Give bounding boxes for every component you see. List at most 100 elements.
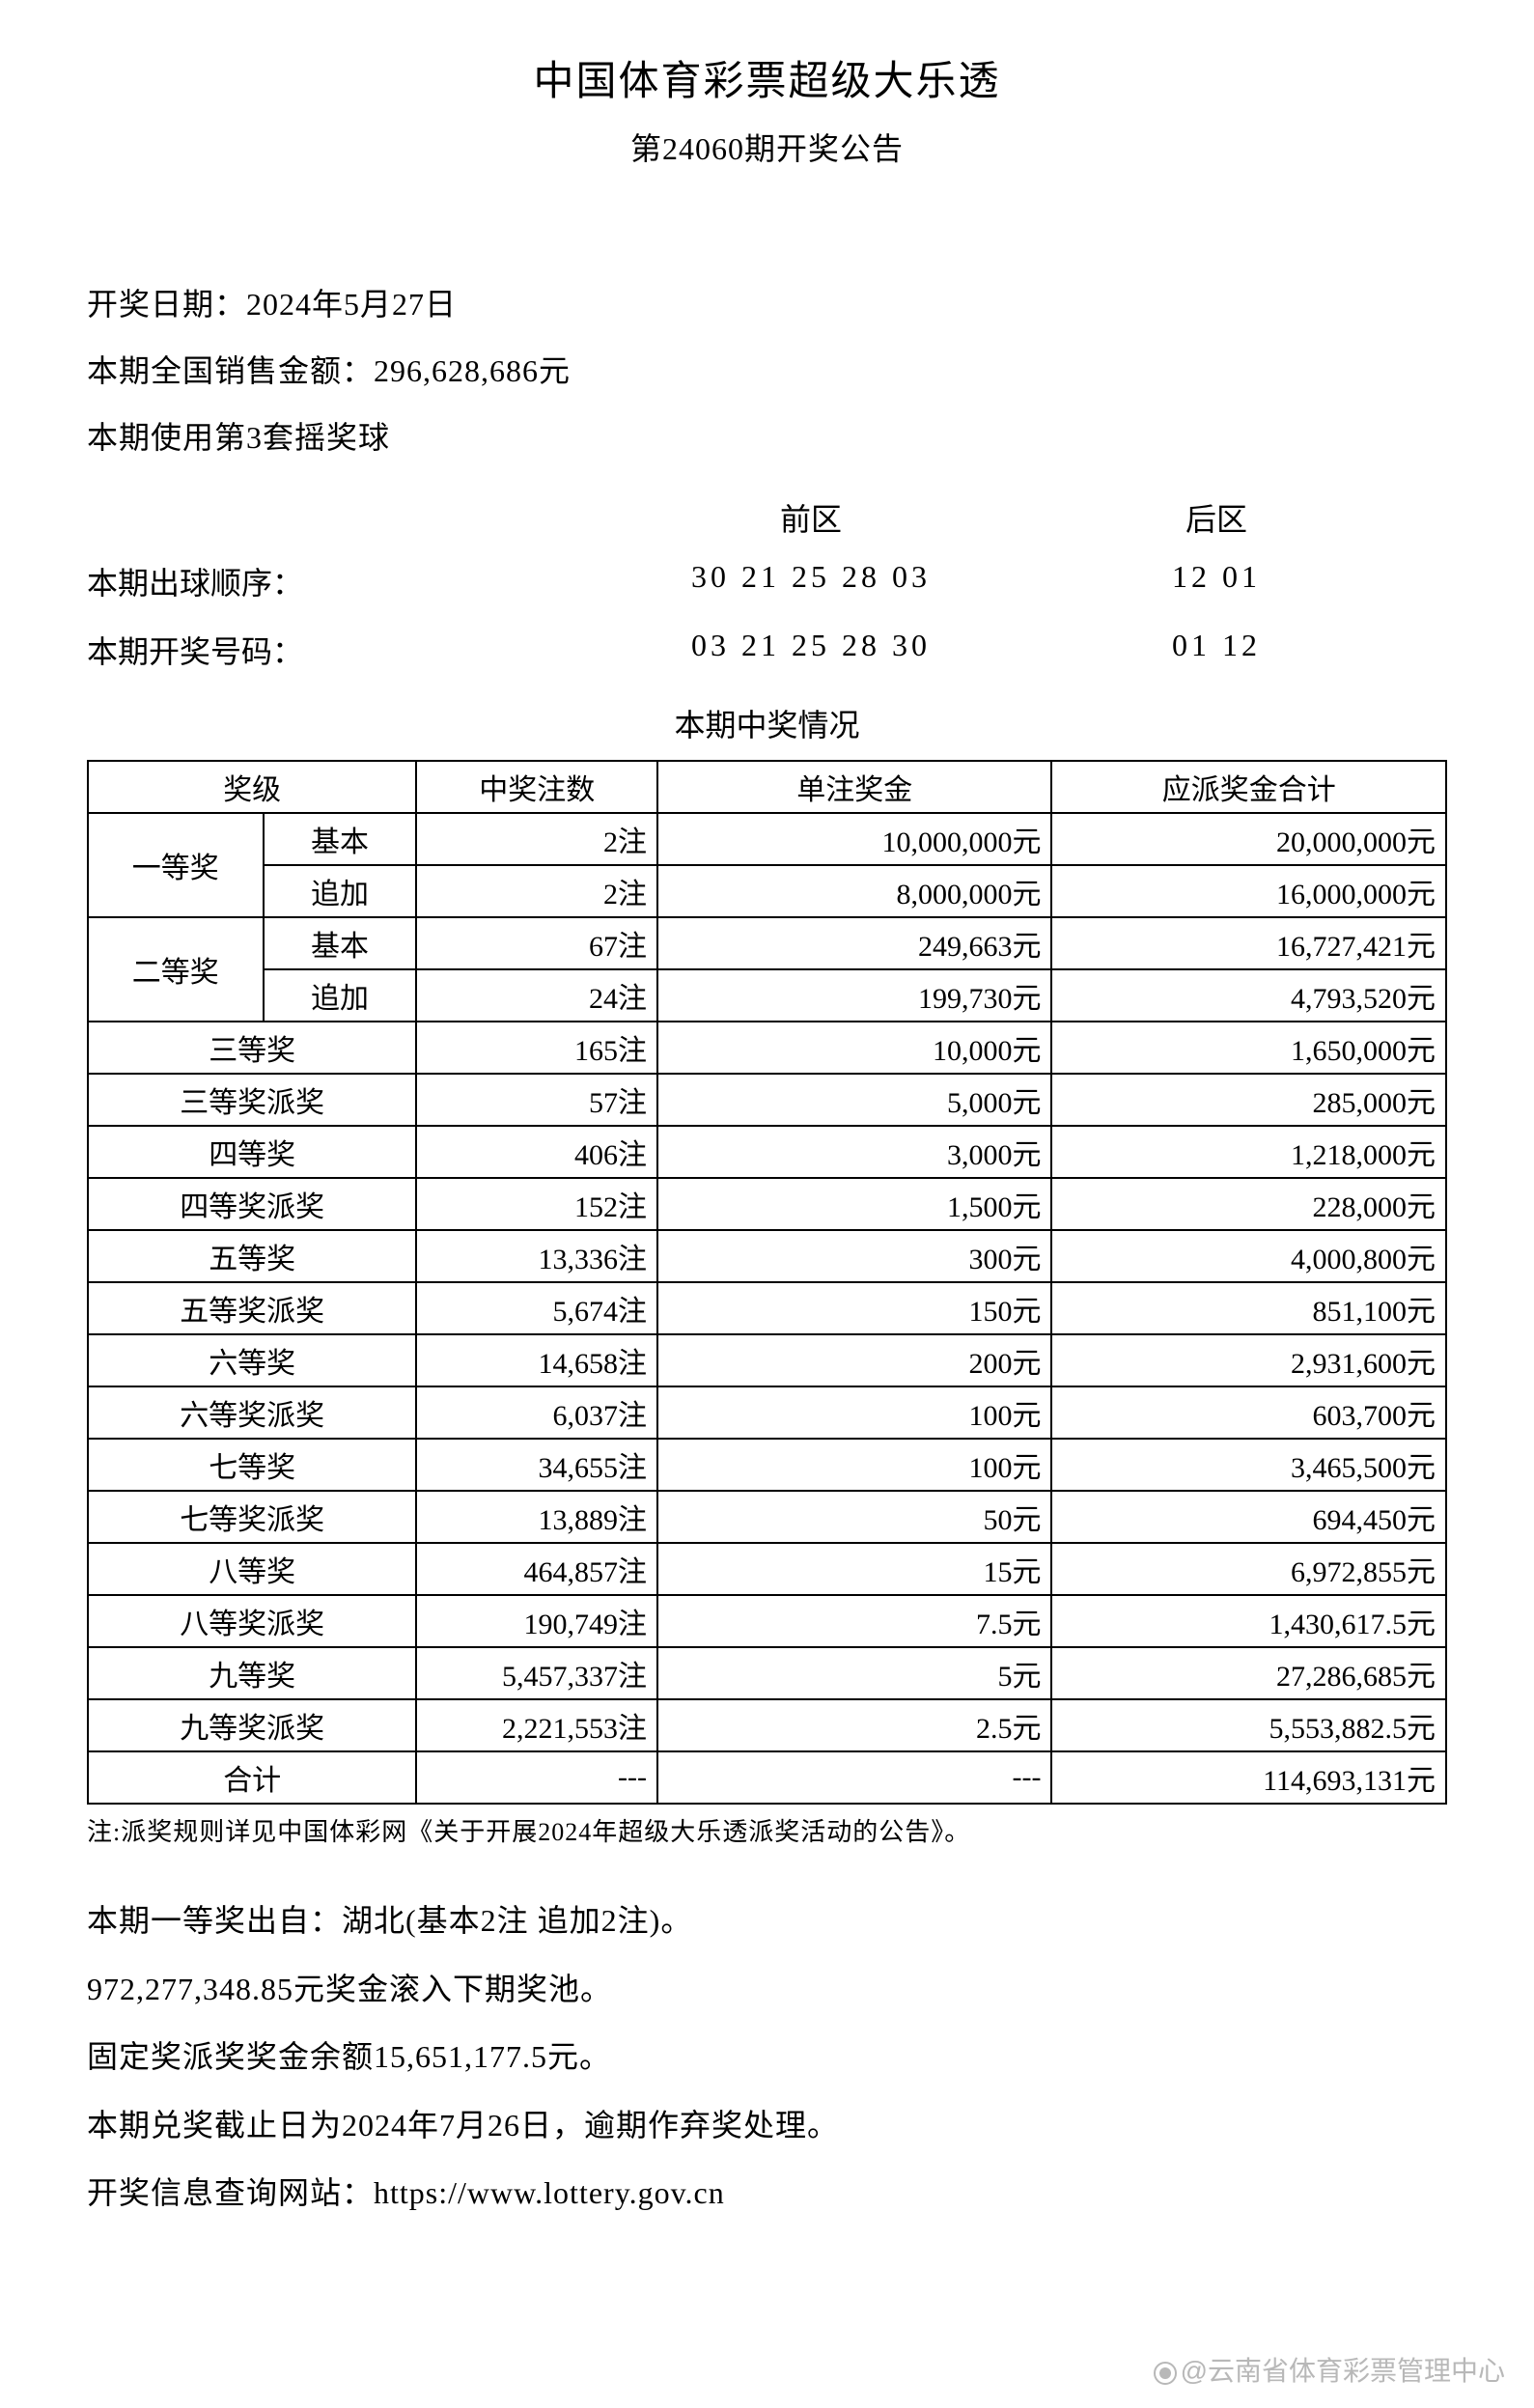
table-row: 五等奖13,336注300元4,000,800元	[88, 1230, 1446, 1282]
draw-order-front: 30 21 25 28 03	[550, 559, 1072, 603]
row-amount: 10,000元	[657, 1022, 1051, 1074]
second-basic-amount: 249,663元	[657, 917, 1051, 969]
row-level: 四等奖派奖	[88, 1178, 416, 1230]
total-row-count: ---	[416, 1751, 657, 1804]
first-basic-label: 基本	[264, 813, 417, 865]
row-level: 九等奖派奖	[88, 1699, 416, 1751]
row-count: 165注	[416, 1022, 657, 1074]
prize-section-title: 本期中奖情况	[87, 701, 1447, 745]
first-add-total: 16,000,000元	[1051, 865, 1446, 917]
row-total: 1,650,000元	[1051, 1022, 1446, 1074]
row-amount: 3,000元	[657, 1126, 1051, 1178]
table-row: 七等奖派奖13,889注50元694,450元	[88, 1491, 1446, 1543]
second-add-count: 24注	[416, 969, 657, 1022]
table-row: 三等奖165注10,000元1,650,000元	[88, 1022, 1446, 1074]
row-total: 3,465,500元	[1051, 1439, 1446, 1491]
row-count: 190,749注	[416, 1595, 657, 1647]
page-subtitle: 第24060期开奖公告	[87, 125, 1447, 169]
table-row: 五等奖派奖5,674注150元851,100元	[88, 1282, 1446, 1334]
row-amount: 300元	[657, 1230, 1051, 1282]
second-add-amount: 199,730元	[657, 969, 1051, 1022]
row-total: 1,218,000元	[1051, 1126, 1446, 1178]
row-total: 851,100元	[1051, 1282, 1446, 1334]
row-count: 57注	[416, 1074, 657, 1126]
winning-back: 01 12	[1072, 628, 1361, 672]
row-count: 13,336注	[416, 1230, 657, 1282]
row-level: 六等奖	[88, 1334, 416, 1386]
footer-line-4: 本期兑奖截止日为2024年7月26日，逾期作弃奖处理。	[87, 2091, 1447, 2159]
first-add-count: 2注	[416, 865, 657, 917]
footer-line-3: 固定奖派奖奖金余额15,651,177.5元。	[87, 2023, 1447, 2090]
table-row: 四等奖406注3,000元1,218,000元	[88, 1126, 1446, 1178]
numbers-section: 前区 后区 本期出球顺序： 30 21 25 28 03 12 01 本期开奖号…	[87, 495, 1447, 672]
table-row: 七等奖34,655注100元3,465,500元	[88, 1439, 1446, 1491]
winning-front: 03 21 25 28 30	[550, 628, 1072, 672]
row-count: 14,658注	[416, 1334, 657, 1386]
first-prize-label: 一等奖	[88, 813, 264, 917]
table-row: 八等奖464,857注15元6,972,855元	[88, 1543, 1446, 1595]
row-total: 27,286,685元	[1051, 1647, 1446, 1699]
row-count: 6,037注	[416, 1386, 657, 1439]
total-row-amount: ---	[657, 1751, 1051, 1804]
prize-table: 奖级 中奖注数 单注奖金 应派奖金合计 一等奖 基本 2注 10,000,000…	[87, 760, 1447, 1805]
draw-date: 开奖日期：2024年5月27日	[87, 275, 1447, 334]
info-block: 开奖日期：2024年5月27日 本期全国销售金额：296,628,686元 本期…	[87, 275, 1447, 466]
winning-label: 本期开奖号码：	[87, 628, 550, 672]
draw-order-back: 12 01	[1072, 559, 1361, 603]
header-level: 奖级	[88, 761, 416, 813]
total-row-label: 合计	[88, 1751, 416, 1804]
note-text: 注:派奖规则详见中国体彩网《关于开展2024年超级大乐透派奖活动的公告》。	[87, 1812, 1447, 1848]
row-total: 285,000元	[1051, 1074, 1446, 1126]
row-amount: 2.5元	[657, 1699, 1051, 1751]
second-basic-count: 67注	[416, 917, 657, 969]
second-add-total: 4,793,520元	[1051, 969, 1446, 1022]
first-basic-total: 20,000,000元	[1051, 813, 1446, 865]
second-basic-total: 16,727,421元	[1051, 917, 1446, 969]
draw-order-label: 本期出球顺序：	[87, 559, 550, 603]
row-total: 6,972,855元	[1051, 1543, 1446, 1595]
table-row: 八等奖派奖190,749注7.5元1,430,617.5元	[88, 1595, 1446, 1647]
row-total: 2,931,600元	[1051, 1334, 1446, 1386]
front-area-header: 前区	[550, 495, 1072, 540]
row-amount: 100元	[657, 1439, 1051, 1491]
footer-block: 本期一等奖出自：湖北(基本2注 追加2注)。 972,277,348.85元奖金…	[87, 1887, 1447, 2226]
row-total: 4,000,800元	[1051, 1230, 1446, 1282]
second-prize-label: 二等奖	[88, 917, 264, 1022]
table-row: 六等奖14,658注200元2,931,600元	[88, 1334, 1446, 1386]
second-basic-label: 基本	[264, 917, 417, 969]
table-row: 六等奖派奖6,037注100元603,700元	[88, 1386, 1446, 1439]
table-row: 九等奖派奖2,221,553注2.5元5,553,882.5元	[88, 1699, 1446, 1751]
row-count: 464,857注	[416, 1543, 657, 1595]
row-level: 七等奖	[88, 1439, 416, 1491]
row-total: 5,553,882.5元	[1051, 1699, 1446, 1751]
row-amount: 150元	[657, 1282, 1051, 1334]
row-amount: 1,500元	[657, 1178, 1051, 1230]
row-level: 八等奖	[88, 1543, 416, 1595]
row-count: 406注	[416, 1126, 657, 1178]
row-amount: 5元	[657, 1647, 1051, 1699]
header-total: 应派奖金合计	[1051, 761, 1446, 813]
row-amount: 50元	[657, 1491, 1051, 1543]
first-basic-amount: 10,000,000元	[657, 813, 1051, 865]
row-amount: 15元	[657, 1543, 1051, 1595]
row-level: 六等奖派奖	[88, 1386, 416, 1439]
total-row-total: 114,693,131元	[1051, 1751, 1446, 1804]
row-level: 四等奖	[88, 1126, 416, 1178]
header-count: 中奖注数	[416, 761, 657, 813]
row-count: 152注	[416, 1178, 657, 1230]
row-amount: 7.5元	[657, 1595, 1051, 1647]
watermark: @云南省体育彩票管理中心	[1154, 2350, 1505, 2389]
table-row: 九等奖5,457,337注5元27,286,685元	[88, 1647, 1446, 1699]
row-amount: 100元	[657, 1386, 1051, 1439]
row-amount: 5,000元	[657, 1074, 1051, 1126]
row-level: 五等奖派奖	[88, 1282, 416, 1334]
row-total: 603,700元	[1051, 1386, 1446, 1439]
row-amount: 200元	[657, 1334, 1051, 1386]
row-count: 2,221,553注	[416, 1699, 657, 1751]
second-add-label: 追加	[264, 969, 417, 1022]
row-total: 694,450元	[1051, 1491, 1446, 1543]
row-count: 13,889注	[416, 1491, 657, 1543]
weibo-icon	[1154, 2362, 1177, 2385]
table-row: 四等奖派奖152注1,500元228,000元	[88, 1178, 1446, 1230]
footer-line-2: 972,277,348.85元奖金滚入下期奖池。	[87, 1955, 1447, 2023]
